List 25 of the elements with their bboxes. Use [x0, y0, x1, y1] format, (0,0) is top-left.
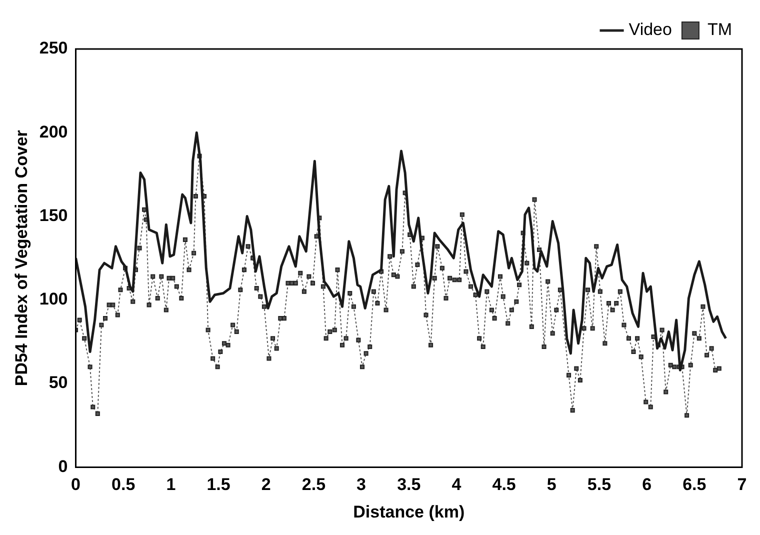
y-tick-label: 250 [39, 38, 68, 58]
x-tick-label: 2 [261, 475, 271, 494]
x-tick-label: 5.5 [587, 475, 612, 494]
x-tick-label: 4.5 [492, 475, 516, 494]
x-tick-label: 7 [737, 475, 747, 494]
legend-label: Video [628, 20, 672, 40]
legend-label: TM [707, 20, 732, 40]
y-tick-label: 150 [39, 206, 68, 225]
x-tick-label: 2.5 [302, 475, 326, 494]
x-tick-label: 1 [166, 475, 176, 494]
x-tick-label: 4 [452, 475, 462, 494]
y-tick-label: 0 [58, 456, 68, 476]
x-tick-label: 3 [356, 475, 366, 494]
x-tick-label: 0.5 [112, 475, 136, 494]
y-tick-label: 50 [48, 373, 68, 392]
x-tick-label: 1.5 [206, 475, 230, 494]
x-axis-title: Distance (km) [353, 502, 465, 522]
y-tick-label: 200 [39, 122, 68, 142]
y-axis-title: PD54 Index of Vegetation Cover [12, 130, 31, 386]
x-tick-label: 0 [71, 475, 80, 494]
y-tick-label: 100 [39, 290, 68, 309]
x-tick-label: 6.5 [682, 475, 706, 494]
x-tick-label: 5 [546, 475, 556, 494]
x-tick-label: 6 [642, 475, 652, 494]
x-tick-label: 3.5 [397, 475, 421, 494]
